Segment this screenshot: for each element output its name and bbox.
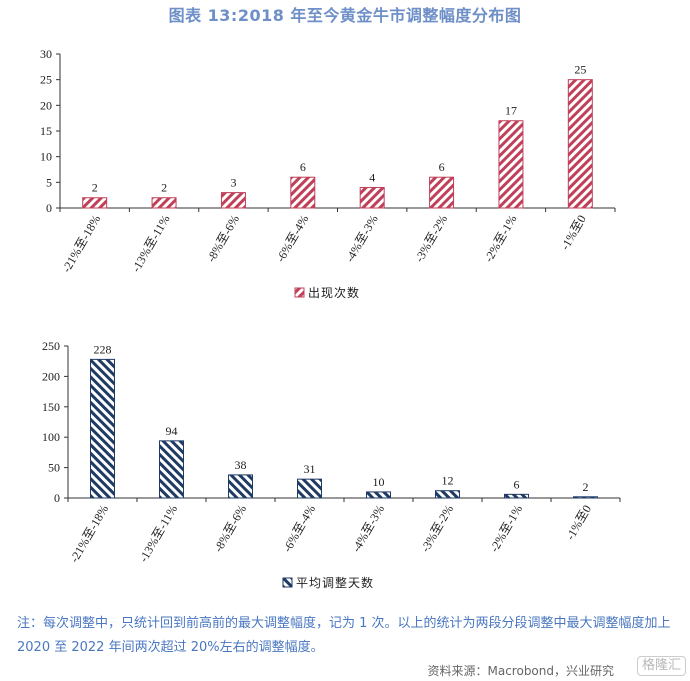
charts-canvas: 0510152025302-21%至-18%2-13%至-11%3-8%至-6%… bbox=[40, 47, 621, 590]
y-tick-label: 200 bbox=[42, 369, 60, 383]
y-tick-label: 5 bbox=[46, 175, 52, 189]
bar bbox=[220, 192, 246, 209]
bar bbox=[366, 491, 391, 499]
watermark-logo: 格隆汇 bbox=[636, 656, 686, 676]
legend-swatch bbox=[282, 577, 293, 588]
bar bbox=[567, 79, 593, 209]
data-label: 2 bbox=[161, 181, 167, 195]
data-label: 12 bbox=[442, 474, 454, 488]
bar bbox=[228, 474, 253, 499]
bar bbox=[573, 496, 598, 499]
data-label: 4 bbox=[369, 170, 375, 184]
x-tick-label: -2%至-1% bbox=[481, 213, 519, 265]
bar bbox=[159, 440, 184, 499]
data-label: 6 bbox=[439, 160, 445, 174]
data-label: 94 bbox=[166, 424, 178, 438]
x-tick-label: -13%至-11% bbox=[136, 503, 180, 565]
data-label: 38 bbox=[235, 458, 247, 472]
y-tick-label: 250 bbox=[42, 339, 60, 353]
chart-title: 图表 13:2018 年至今黄金牛市调整幅度分布图 bbox=[168, 6, 522, 25]
occurrence-count-chart: 0 5 10 15 20 25 30 2 -21%至-18% 2 -13%至-11% 3 -8%至-6%… bbox=[40, 47, 616, 300]
bar bbox=[90, 358, 115, 499]
y-tick-label: 0 bbox=[54, 491, 60, 505]
y-tick-label: 100 bbox=[42, 430, 60, 444]
data-label: 17 bbox=[505, 104, 517, 118]
bar bbox=[429, 176, 455, 209]
bar bbox=[82, 197, 108, 209]
x-tick-label: -8%至-6% bbox=[204, 213, 242, 265]
y-tick-label: 25 bbox=[40, 73, 52, 87]
data-label: 3 bbox=[230, 176, 236, 190]
bar bbox=[498, 120, 524, 209]
y-tick-label: 50 bbox=[48, 461, 60, 475]
legend-label: 出现次数 bbox=[308, 285, 360, 300]
footnote: 注：每次调整中，只统计回到前高前的最大调整幅度，记为 1 次。以上的统计为两段分… bbox=[17, 616, 671, 655]
bar bbox=[504, 493, 529, 499]
x-tick-label: -6%至-4% bbox=[273, 213, 311, 265]
x-tick-label: -13%至-11% bbox=[129, 213, 173, 275]
x-tick-label: -2%至-1% bbox=[487, 503, 525, 555]
legend-label: 平均调整天数 bbox=[296, 575, 374, 590]
x-tick-label: -8%至-6% bbox=[211, 503, 249, 555]
data-label: 10 bbox=[373, 475, 385, 489]
data-label: 2 bbox=[583, 480, 589, 494]
x-tick-label: -3%至-2% bbox=[418, 503, 456, 555]
data-label: 6 bbox=[514, 477, 520, 491]
x-tick-label: -1%至0 bbox=[563, 503, 594, 543]
bar bbox=[359, 186, 385, 209]
x-tick-label: -21%至-18% bbox=[67, 503, 111, 565]
x-tick-label: -21%至-18% bbox=[59, 213, 103, 275]
x-tick-label: -3%至-2% bbox=[412, 213, 450, 265]
data-label: 6 bbox=[300, 160, 306, 174]
x-tick-label: -4%至-3% bbox=[349, 503, 387, 555]
bar bbox=[297, 478, 322, 499]
y-tick-label: 150 bbox=[42, 400, 60, 414]
data-label: 2 bbox=[92, 181, 98, 195]
legend-swatch bbox=[294, 287, 305, 298]
bar bbox=[151, 197, 177, 209]
data-label: 31 bbox=[304, 462, 316, 476]
data-label: 25 bbox=[574, 63, 586, 77]
average-adjust-days-chart: 0 50 100 150 200 250 228 -21%至-18% 94 -13%至-11% 38… bbox=[42, 339, 621, 590]
bar bbox=[290, 176, 316, 209]
x-tick-label: -4%至-3% bbox=[343, 213, 381, 265]
x-tick-label: -1%至0 bbox=[558, 213, 589, 253]
y-tick-label: 20 bbox=[40, 98, 52, 112]
bar bbox=[435, 490, 460, 499]
y-tick-label: 30 bbox=[40, 47, 52, 61]
x-tick-label: -6%至-4% bbox=[280, 503, 318, 555]
data-label: 228 bbox=[94, 342, 112, 356]
y-tick-label: 15 bbox=[40, 124, 52, 138]
source-text: 资料来源：Macrobond，兴业研究 bbox=[427, 664, 615, 678]
y-tick-label: 0 bbox=[46, 201, 52, 215]
y-tick-label: 10 bbox=[40, 150, 52, 164]
